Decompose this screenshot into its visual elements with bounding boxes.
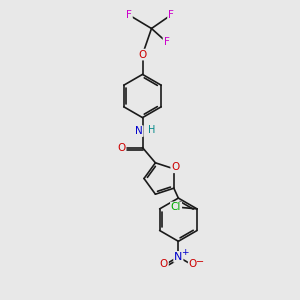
Text: F: F xyxy=(168,10,174,20)
Text: O: O xyxy=(138,50,147,60)
Text: O: O xyxy=(160,260,168,269)
Text: H: H xyxy=(148,125,156,135)
Text: −: − xyxy=(196,257,204,267)
Text: O: O xyxy=(171,162,179,172)
Text: N: N xyxy=(174,252,182,262)
Text: +: + xyxy=(181,248,189,257)
Text: Cl: Cl xyxy=(171,202,181,212)
Text: N: N xyxy=(135,126,143,136)
Text: F: F xyxy=(126,10,132,20)
Text: O: O xyxy=(117,142,126,153)
Text: O: O xyxy=(189,260,197,269)
Text: F: F xyxy=(164,37,169,47)
